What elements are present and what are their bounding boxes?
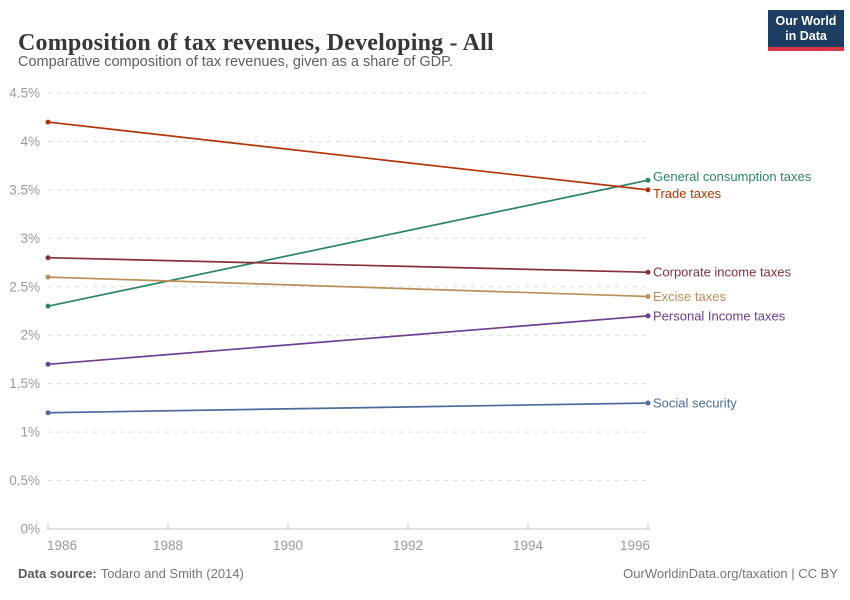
series-label-trade-taxes[interactable]: Trade taxes bbox=[653, 186, 722, 201]
y-tick-label: 2% bbox=[20, 328, 40, 343]
data-source-note: Data source: Todaro and Smith (2014) bbox=[18, 566, 244, 581]
series-line-corporate-income-taxes[interactable] bbox=[47, 256, 649, 274]
data-point-start-trade-taxes bbox=[45, 119, 51, 125]
series-line-personal-income-taxes[interactable] bbox=[47, 314, 649, 366]
chart-subtitle: Comparative composition of tax revenues,… bbox=[18, 54, 453, 70]
y-tick-label: 3.5% bbox=[9, 182, 40, 197]
data-point-start-corporate-income-taxes bbox=[45, 255, 51, 261]
series-label-personal-income-taxes[interactable]: Personal Income taxes bbox=[653, 308, 786, 323]
data-point-start-personal-income-taxes bbox=[45, 361, 51, 367]
owid-logo-text-line2: in Data bbox=[785, 28, 827, 43]
y-tick-label: 4% bbox=[20, 134, 40, 149]
data-point-end-personal-income-taxes bbox=[645, 313, 651, 319]
data-point-end-corporate-income-taxes bbox=[645, 269, 651, 275]
y-tick-label: 1% bbox=[20, 425, 40, 440]
series-label-excise-taxes[interactable]: Excise taxes bbox=[653, 289, 726, 304]
x-tick-label: 1996 bbox=[620, 538, 650, 553]
chart-footer: Data source: Todaro and Smith (2014) OurW… bbox=[0, 566, 850, 590]
series-line-social-security[interactable] bbox=[47, 402, 649, 414]
x-tick-label: 1986 bbox=[47, 538, 77, 553]
data-point-start-general-consumption-taxes bbox=[45, 303, 51, 309]
y-tick-label: 1.5% bbox=[9, 376, 40, 391]
y-tick-label: 4.5% bbox=[9, 86, 40, 101]
credit-line: OurWorldinData.org/taxation | CC BY bbox=[623, 566, 838, 581]
y-tick-label: 2.5% bbox=[9, 279, 40, 294]
y-tick-label: 3% bbox=[20, 231, 40, 246]
series-line-general-consumption-taxes[interactable] bbox=[47, 179, 649, 307]
series-label-social-security[interactable]: Social security bbox=[653, 396, 737, 411]
series-line-trade-taxes[interactable] bbox=[47, 121, 649, 191]
x-tick-label: 1988 bbox=[153, 538, 183, 553]
x-tick-label: 1990 bbox=[273, 538, 303, 553]
x-tick-label: 1994 bbox=[513, 538, 544, 553]
data-point-end-social-security bbox=[645, 400, 651, 406]
y-tick-label: 0.5% bbox=[9, 473, 40, 488]
data-point-start-excise-taxes bbox=[45, 274, 51, 280]
chart-title: Composition of tax revenues, Developing … bbox=[18, 30, 494, 57]
data-point-start-social-security bbox=[45, 410, 51, 416]
data-source-value: Todaro and Smith (2014) bbox=[100, 566, 244, 581]
owid-logo[interactable]: Our World in Data bbox=[768, 10, 844, 51]
data-point-end-general-consumption-taxes bbox=[645, 177, 651, 183]
data-source-label: Data source: bbox=[18, 566, 97, 581]
series-label-corporate-income-taxes[interactable]: Corporate income taxes bbox=[653, 265, 792, 280]
y-tick-label: 0% bbox=[20, 522, 40, 537]
x-tick-label: 1992 bbox=[393, 538, 423, 553]
series-label-general-consumption-taxes[interactable]: General consumption taxes bbox=[653, 169, 812, 184]
data-point-end-excise-taxes bbox=[645, 293, 651, 299]
series-line-excise-taxes[interactable] bbox=[47, 276, 649, 298]
data-point-end-trade-taxes bbox=[645, 187, 651, 193]
owid-logo-text-line1: Our World bbox=[775, 13, 837, 28]
